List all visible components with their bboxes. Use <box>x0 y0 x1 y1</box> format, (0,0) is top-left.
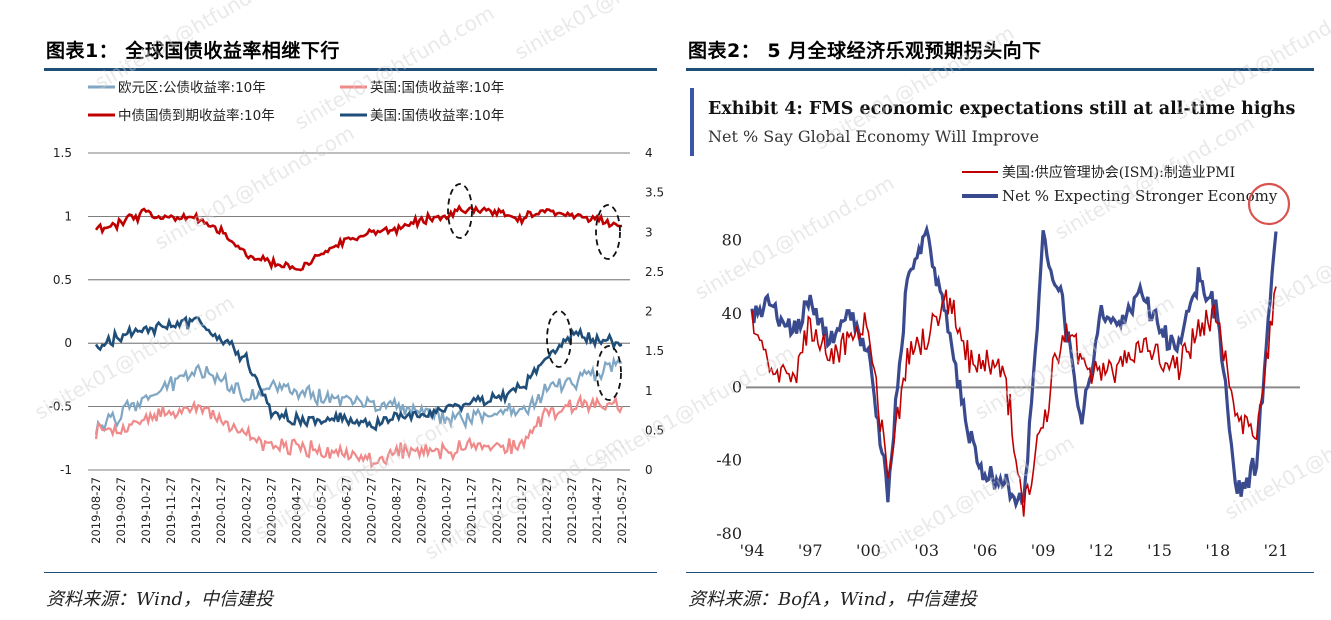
legend-label: 美国:国债收益率:10年 <box>370 107 504 124</box>
x-tick-label: 2021-05-27 <box>615 477 629 544</box>
x-tick-label: 2020-03-27 <box>264 477 278 544</box>
series-line-3 <box>94 204 623 272</box>
right-title-rule <box>686 68 1314 71</box>
right-y-tick: 3.5 <box>645 186 664 200</box>
x-tick-label: '03 <box>914 541 939 560</box>
right-y-tick: 0 <box>645 463 653 477</box>
left-y-tick: -1 <box>60 463 72 477</box>
right-bottom-rule <box>686 572 1314 573</box>
series-line-1 <box>751 286 1277 517</box>
x-tick-label: 2019-09-27 <box>114 477 128 544</box>
x-tick-label: 2019-11-27 <box>164 477 178 544</box>
y-tick-label: 0 <box>732 377 742 396</box>
x-tick-label: '15 <box>1147 541 1172 560</box>
x-tick-label: 2020-04-27 <box>289 477 303 544</box>
right-y-tick: 2 <box>645 305 653 319</box>
x-tick-label: '21 <box>1264 541 1289 560</box>
x-tick-label: 2020-10-27 <box>440 477 454 544</box>
x-tick-label: 2020-01-27 <box>214 477 228 544</box>
left-title-rule <box>44 68 657 71</box>
annotation-ellipse <box>546 310 572 368</box>
left-y-tick: 0 <box>64 336 72 350</box>
x-tick-label: 2020-05-27 <box>314 477 328 544</box>
x-tick-label: 2021-04-27 <box>590 477 604 544</box>
x-tick-label: 2019-10-27 <box>139 477 153 544</box>
right-chart: Exhibit 4: FMS economic expectations sti… <box>690 88 1300 560</box>
x-tick-label: '94 <box>740 541 765 560</box>
left-chart: 1.5 1 0.5 0 -0.5 -1 4 3.5 3 2.5 2 1.5 1 0.5 0 2019-08-2… <box>49 79 665 544</box>
right-source-note: 资料来源：BofA，Wind，中信建投 <box>688 589 977 610</box>
annotation-ellipse <box>596 345 622 401</box>
x-tick-label: 2021-03-27 <box>565 477 579 544</box>
left-y-tick: -0.5 <box>49 400 72 414</box>
right-y-tick: 1.5 <box>645 344 664 358</box>
right-y-tick: 1 <box>645 384 653 398</box>
series-line-2 <box>750 223 1278 510</box>
exhibit-subtitle: Net % Say Global Economy Will Improve <box>708 127 1039 146</box>
x-tick-label: 2020-09-27 <box>415 477 429 544</box>
left-y-tick: 0.5 <box>53 273 72 287</box>
x-tick-label: '18 <box>1205 541 1230 560</box>
x-tick-label: '12 <box>1089 541 1114 560</box>
x-tick-label: 2020-08-27 <box>390 477 404 544</box>
right-y-tick: 2.5 <box>645 265 664 279</box>
left-panel-title: 图表1： 全球国债收益率相继下行 <box>46 40 340 62</box>
legend-label: Net % Expecting Stronger Economy <box>1002 187 1278 205</box>
series-line-4 <box>94 315 623 432</box>
x-tick-label: 2020-02-27 <box>239 477 253 544</box>
x-tick-label: 2021-02-27 <box>540 477 554 544</box>
left-y-tick: 1.5 <box>53 146 72 160</box>
x-tick-label: 2020-11-27 <box>465 477 479 544</box>
series-line-2 <box>94 393 624 469</box>
legend-label: 英国:国债收益率:10年 <box>370 79 504 96</box>
legend-label: 欧元区:公债收益率:10年 <box>118 79 266 96</box>
left-source-note: 资料来源：Wind，中信建投 <box>46 589 274 610</box>
x-tick-label: 2019-08-27 <box>89 477 103 544</box>
right-y-tick: 0.5 <box>645 423 664 437</box>
annotation-ellipse <box>595 204 621 260</box>
left-y-tick: 1 <box>64 209 72 223</box>
y-tick-label: 80 <box>722 231 742 250</box>
annotation-ellipse <box>447 183 473 239</box>
y-tick-label: 40 <box>722 304 742 323</box>
y-tick-label: -40 <box>716 451 742 470</box>
legend-label: 中债国债到期收益率:10年 <box>118 107 275 124</box>
annotation-circle <box>1247 182 1291 226</box>
x-tick-label: 2021-01-27 <box>515 477 529 544</box>
right-y-tick: 4 <box>645 146 653 160</box>
x-tick-label: '09 <box>1031 541 1056 560</box>
left-bottom-rule <box>44 572 657 573</box>
x-tick-label: 2020-06-27 <box>339 477 353 544</box>
x-tick-label: 2020-07-27 <box>365 477 379 544</box>
x-tick-label: '06 <box>973 541 998 560</box>
legend-label: 美国:供应管理协会(ISM):制造业PMI <box>1002 164 1235 181</box>
x-tick-label: '00 <box>856 541 881 560</box>
y-tick-label: -80 <box>716 524 742 543</box>
right-panel-title: 图表2： 5 月全球经济乐观预期拐头向下 <box>688 40 1042 62</box>
exhibit-accent-bar <box>690 88 694 156</box>
x-tick-label: 2020-12-27 <box>490 477 504 544</box>
x-tick-label: '97 <box>798 541 823 560</box>
series-line-1 <box>94 355 623 435</box>
exhibit-title: Exhibit 4: FMS economic expectations sti… <box>708 99 1296 119</box>
right-y-tick: 3 <box>645 225 653 239</box>
x-tick-label: 2019-12-27 <box>189 477 203 544</box>
